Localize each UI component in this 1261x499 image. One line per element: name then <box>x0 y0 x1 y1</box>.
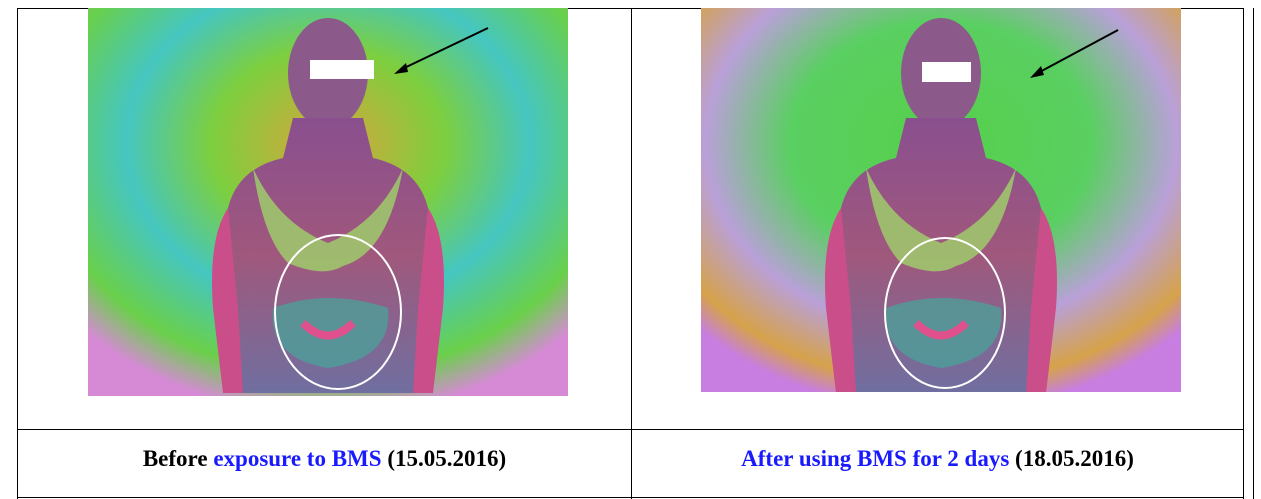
table-border <box>17 429 1244 430</box>
caption: Before exposure to BMS (15.05.2016) <box>18 446 631 472</box>
table-border <box>17 497 1244 498</box>
thermal-image-after <box>701 8 1181 392</box>
table-border <box>1253 8 1254 499</box>
caption-date: (18.05.2016) <box>1015 446 1134 471</box>
thermal-image-before <box>88 8 568 396</box>
table-border <box>1243 8 1244 499</box>
caption-highlight: exposure to BMS <box>213 446 382 471</box>
caption-highlight: After using BMS for 2 days <box>741 446 1010 471</box>
caption-text: Before <box>142 446 208 471</box>
caption-date: (15.05.2016) <box>387 446 507 471</box>
caption: After using BMS for 2 days (18.05.2016) <box>632 446 1243 472</box>
table-border <box>17 8 18 499</box>
table-border <box>17 8 1244 9</box>
table-border <box>631 8 632 499</box>
